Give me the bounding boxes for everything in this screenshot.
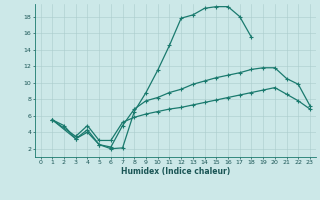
X-axis label: Humidex (Indice chaleur): Humidex (Indice chaleur) — [121, 167, 230, 176]
